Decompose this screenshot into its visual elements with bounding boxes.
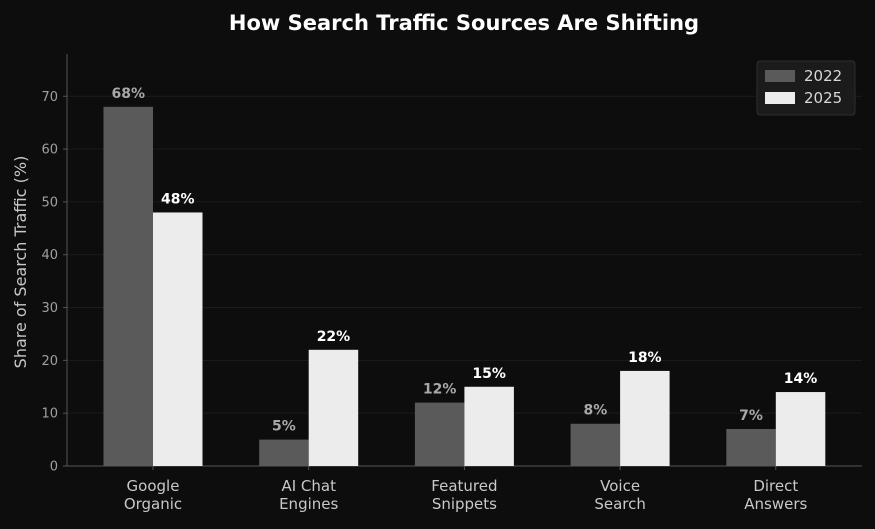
x-tick-label: Answers: [744, 495, 807, 513]
y-tick-label: 60: [41, 143, 58, 158]
legend-swatch: [765, 70, 795, 82]
legend-label: 2022: [804, 67, 842, 85]
y-tick-label: 30: [41, 301, 58, 316]
x-tick-label: Direct: [753, 477, 798, 495]
x-tick-label: AI Chat: [281, 477, 336, 495]
y-tick-label: 10: [41, 407, 58, 422]
data-label: 7%: [739, 408, 763, 424]
x-tick-label: Featured: [431, 477, 497, 495]
legend-swatch: [765, 92, 795, 104]
y-tick-label: 70: [41, 90, 58, 105]
y-tick-label: 0: [50, 460, 58, 475]
y-tick-label: 20: [41, 354, 58, 369]
x-tick-label: Organic: [124, 495, 182, 513]
data-label: 68%: [111, 86, 145, 102]
x-tick-label: Snippets: [432, 495, 497, 513]
data-label: 5%: [272, 419, 296, 435]
x-tick-label: Engines: [279, 495, 338, 513]
bars: [103, 106, 826, 467]
x-tick-label: Search: [594, 495, 646, 513]
bar-2025: [464, 386, 514, 466]
bar-2022: [414, 402, 465, 466]
data-label: 22%: [317, 329, 351, 345]
x-tick-label: Voice: [600, 477, 640, 495]
data-label: 8%: [583, 403, 607, 419]
data-label: 12%: [423, 382, 457, 398]
data-label: 14%: [784, 371, 818, 387]
y-tick-label: 50: [41, 195, 58, 210]
bar-2025: [775, 392, 826, 466]
bar-2025: [153, 212, 203, 466]
data-labels: 68% 48% 5% 22% 12% 15% 8% 18% 7% 14%: [111, 86, 817, 435]
bar-2022: [726, 429, 776, 466]
bar-2025: [620, 370, 670, 466]
bar-2022: [103, 106, 153, 467]
x-tick-label: Google: [127, 477, 180, 495]
bar-2022: [570, 423, 621, 466]
data-label: 48%: [161, 191, 195, 207]
data-label: 15%: [472, 366, 506, 382]
legend: 2022 2025: [756, 60, 856, 116]
bar-2022: [259, 439, 309, 466]
y-tick-label: 40: [41, 248, 58, 263]
chart-title: How Search Traffic Sources Are Shifting: [229, 11, 699, 35]
legend-label: 2025: [804, 89, 842, 107]
bar-2025: [308, 349, 359, 466]
y-axis-label: Share of Search Traffic (%): [11, 156, 30, 369]
data-label: 18%: [628, 350, 662, 366]
